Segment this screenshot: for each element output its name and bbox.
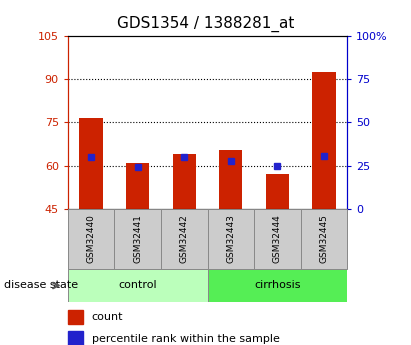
- Bar: [312, 72, 336, 209]
- Text: GSM32445: GSM32445: [319, 215, 328, 263]
- FancyBboxPatch shape: [254, 209, 301, 269]
- Text: GDS1354 / 1388281_at: GDS1354 / 1388281_at: [117, 16, 294, 32]
- Text: GSM32440: GSM32440: [87, 215, 96, 263]
- Text: control: control: [118, 280, 157, 290]
- Text: GSM32442: GSM32442: [180, 215, 189, 263]
- Text: count: count: [92, 312, 123, 322]
- Bar: [173, 154, 196, 209]
- FancyBboxPatch shape: [208, 209, 254, 269]
- Text: disease state: disease state: [4, 280, 78, 290]
- Text: GSM32444: GSM32444: [273, 215, 282, 263]
- FancyBboxPatch shape: [68, 269, 208, 302]
- Bar: [219, 150, 242, 209]
- Bar: [126, 163, 149, 209]
- Bar: [68, 310, 83, 324]
- FancyBboxPatch shape: [114, 209, 161, 269]
- Bar: [68, 331, 83, 345]
- Text: GSM32443: GSM32443: [226, 215, 236, 263]
- FancyBboxPatch shape: [68, 209, 114, 269]
- FancyBboxPatch shape: [208, 269, 347, 302]
- FancyBboxPatch shape: [301, 209, 347, 269]
- Text: percentile rank within the sample: percentile rank within the sample: [92, 334, 279, 344]
- FancyBboxPatch shape: [161, 209, 208, 269]
- Text: cirrhosis: cirrhosis: [254, 280, 301, 290]
- Bar: [266, 174, 289, 209]
- Text: GSM32441: GSM32441: [133, 215, 142, 263]
- Bar: [79, 118, 103, 209]
